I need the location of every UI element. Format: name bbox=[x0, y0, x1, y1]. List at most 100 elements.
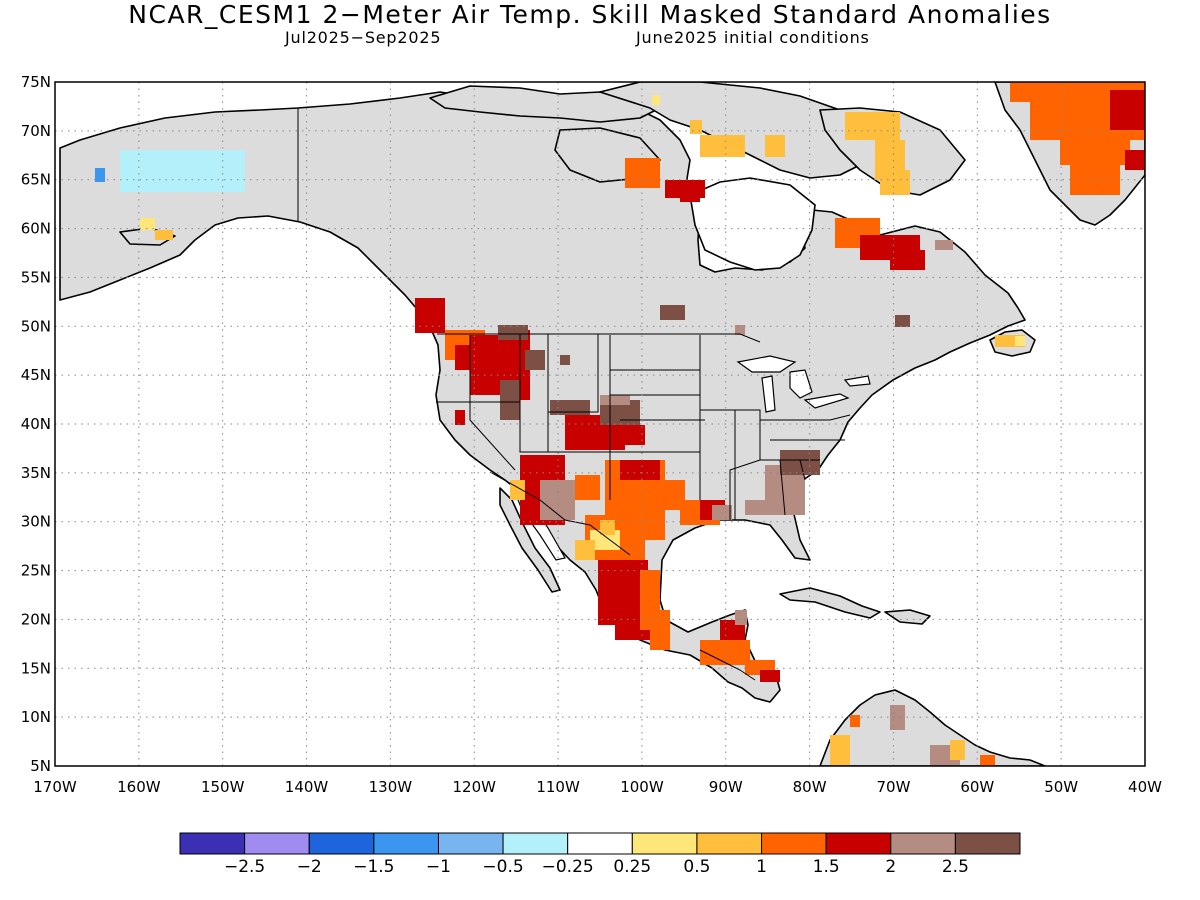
anomaly-cell bbox=[735, 325, 745, 335]
map-title: NCAR_CESM1 2−Meter Air Temp. Skill Maske… bbox=[128, 0, 1052, 29]
colorbar-label: 2.5 bbox=[942, 857, 969, 877]
lat-label: 55N bbox=[21, 268, 51, 286]
colorbar-label: −0.5 bbox=[482, 857, 523, 877]
colorbar-label: 0.25 bbox=[613, 857, 651, 877]
colorbar-label: 1.5 bbox=[813, 857, 840, 877]
anomaly-cell bbox=[760, 670, 780, 682]
lon-label: 160W bbox=[117, 778, 161, 796]
anomaly-cell bbox=[1015, 336, 1025, 346]
colorbar-swatch bbox=[696, 832, 763, 855]
lat-label: 75N bbox=[21, 73, 51, 91]
lon-label: 50W bbox=[1044, 778, 1078, 796]
lat-label: 10N bbox=[21, 708, 51, 726]
anomaly-cell bbox=[745, 500, 765, 515]
anomaly-cell bbox=[1110, 90, 1145, 130]
lon-label: 60W bbox=[960, 778, 994, 796]
colorbar-label: −1 bbox=[426, 857, 451, 877]
map-frame bbox=[54, 81, 1146, 767]
anomaly-cell bbox=[575, 540, 595, 560]
anomaly-cell bbox=[550, 400, 590, 415]
anomaly-cell bbox=[470, 335, 500, 395]
anomaly-cell bbox=[845, 112, 900, 140]
anomaly-cell bbox=[950, 740, 965, 760]
anomaly-cell bbox=[455, 410, 465, 425]
political-boundaries bbox=[297, 108, 851, 681]
anomaly-cell bbox=[935, 240, 953, 250]
longitude-labels: 170W 160W 150W 140W 130W 120W 110W 100W 90W 80W 70… bbox=[33, 778, 1162, 796]
lat-label: 70N bbox=[21, 122, 51, 140]
anomaly-cell bbox=[700, 640, 750, 665]
colorbar-label: −1.5 bbox=[353, 857, 394, 877]
lat-label: 20N bbox=[21, 610, 51, 628]
lon-label: 120W bbox=[452, 778, 496, 796]
lat-label: 50N bbox=[21, 317, 51, 335]
lon-label: 40W bbox=[1128, 778, 1162, 796]
anomaly-cell bbox=[95, 168, 105, 182]
colorbar-swatch bbox=[308, 832, 375, 855]
anomaly-cell bbox=[850, 715, 860, 727]
anomaly-cell bbox=[560, 355, 570, 365]
colorbar-swatch bbox=[631, 832, 698, 855]
colorbar-swatch bbox=[437, 832, 504, 855]
lat-label: 35N bbox=[21, 464, 51, 482]
anomaly-cell bbox=[625, 158, 660, 188]
anomaly-cell bbox=[600, 520, 615, 535]
anomaly-cell bbox=[980, 755, 995, 766]
lat-label: 5N bbox=[30, 757, 51, 775]
colorbar-swatch bbox=[502, 832, 569, 855]
lon-label: 70W bbox=[877, 778, 911, 796]
colorbar-label: −0.25 bbox=[542, 857, 594, 877]
colorbar-swatch bbox=[825, 832, 892, 855]
latitude-labels: 5N 10N 15N 20N 25N 30N 35N 40N 45N 50N 55N 60N 65N 70… bbox=[21, 73, 51, 775]
anomaly-cell bbox=[498, 325, 528, 340]
lon-label: 90W bbox=[709, 778, 743, 796]
colorbar-label: −2.5 bbox=[224, 857, 265, 877]
lat-label: 45N bbox=[21, 366, 51, 384]
colorbar-label: 2 bbox=[885, 857, 896, 877]
anomaly-cell bbox=[500, 380, 520, 420]
lat-label: 25N bbox=[21, 562, 51, 580]
anomaly-cell bbox=[600, 395, 630, 405]
anomaly-cell bbox=[712, 505, 732, 520]
anomaly-cell bbox=[120, 150, 245, 192]
lat-label: 15N bbox=[21, 659, 51, 677]
hudson-bay bbox=[689, 177, 816, 271]
colorbar-label: 0.5 bbox=[683, 857, 710, 877]
colorbar-swatch bbox=[179, 832, 246, 855]
lon-label: 110W bbox=[536, 778, 580, 796]
lon-label: 130W bbox=[369, 778, 413, 796]
anomaly-cell bbox=[660, 305, 685, 320]
anomaly-cell bbox=[540, 480, 575, 520]
lon-label: 150W bbox=[201, 778, 245, 796]
anomaly-cell bbox=[780, 450, 820, 475]
anomaly-cell bbox=[890, 250, 925, 270]
anomaly-cell bbox=[1125, 150, 1145, 170]
lat-label: 60N bbox=[21, 220, 51, 238]
anomaly-cells bbox=[95, 82, 1145, 766]
anomaly-cell bbox=[652, 95, 660, 105]
lon-label: 140W bbox=[285, 778, 329, 796]
anomaly-cell bbox=[890, 705, 905, 730]
anomaly-cell bbox=[1070, 160, 1120, 195]
anomaly-cell bbox=[455, 345, 473, 370]
anomaly-cell bbox=[525, 350, 545, 370]
anomaly-cell bbox=[895, 315, 910, 327]
anomaly-cell bbox=[140, 218, 155, 230]
colorbar-swatch bbox=[890, 832, 956, 855]
anomaly-cell bbox=[765, 135, 785, 157]
colorbar-swatch bbox=[567, 832, 633, 855]
colorbar-swatch bbox=[244, 832, 310, 855]
anomaly-cell bbox=[155, 230, 173, 240]
lon-label: 170W bbox=[33, 778, 77, 796]
colorbar-label: −2 bbox=[297, 857, 322, 877]
anomaly-cell bbox=[680, 190, 700, 202]
colorbar-swatch bbox=[761, 832, 827, 855]
anomaly-cell bbox=[650, 610, 670, 650]
colorbar-swatch bbox=[373, 832, 439, 855]
anomaly-cell bbox=[735, 610, 747, 625]
lon-label: 100W bbox=[620, 778, 664, 796]
anomaly-cell bbox=[415, 298, 445, 333]
colorbar-swatch bbox=[954, 832, 1021, 855]
colorbar: −2.5 −2 −1.5 −1 −0.5 −0.25 0.25 0.5 1 1.5 2 2.5 bbox=[179, 832, 1021, 877]
